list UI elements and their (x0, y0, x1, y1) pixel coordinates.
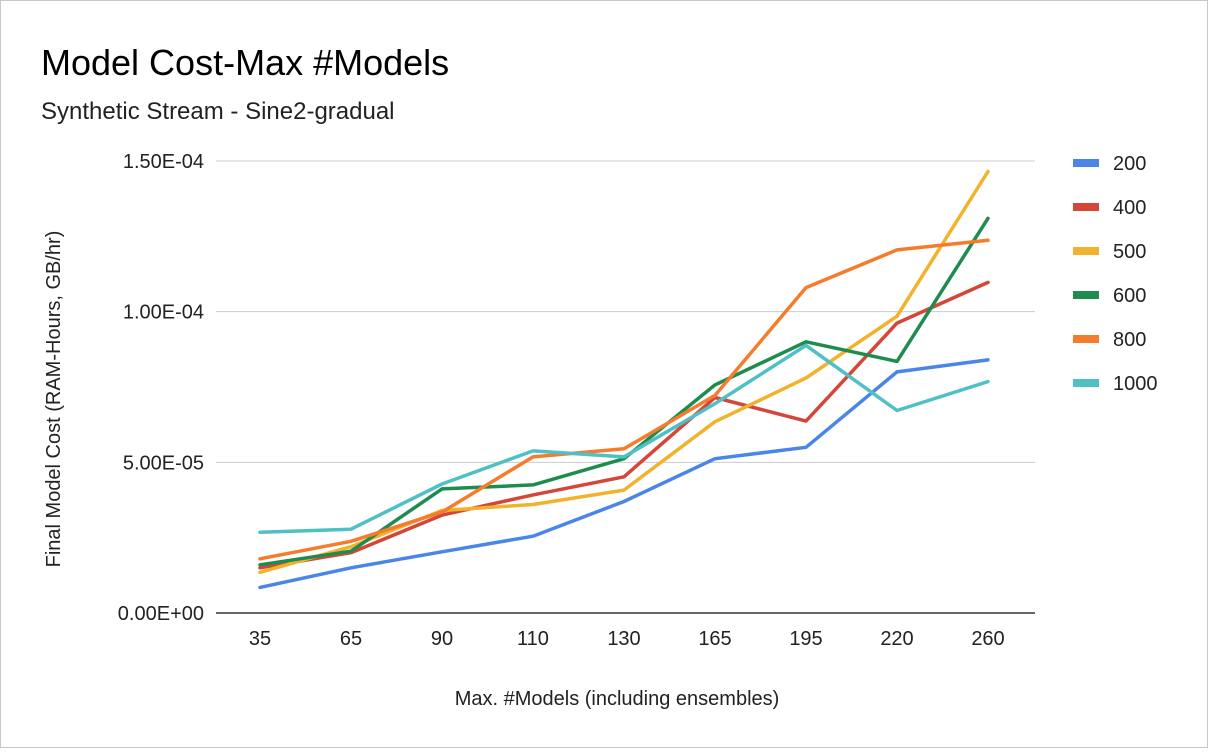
x-tick-label: 35 (249, 628, 271, 650)
y-axis-ticks: 0.00E+00 5.00E-05 1.00E-04 1.50E-04 (118, 151, 204, 625)
y-tick-label: 5.00E-05 (123, 452, 204, 474)
series-line-1000 (258, 343, 990, 534)
legend-label: 500 (1113, 241, 1146, 263)
legend-label: 600 (1113, 285, 1146, 307)
x-tick-label: 260 (971, 628, 1004, 650)
legend-label: 400 (1113, 197, 1146, 219)
series-line-200 (258, 358, 990, 590)
legend-swatch (1073, 379, 1099, 387)
x-tick-label: 195 (789, 628, 822, 650)
legend-swatch (1073, 203, 1099, 211)
legend-label: 1000 (1113, 373, 1158, 395)
legend-label: 200 (1113, 153, 1146, 175)
series-line-600 (258, 216, 990, 567)
x-tick-label: 65 (340, 628, 362, 650)
y-axis-title: Final Model Cost (RAM-Hours, GB/hr) (43, 231, 65, 568)
x-tick-label: 220 (880, 628, 913, 650)
series-lines (258, 169, 990, 590)
gridlines (216, 160, 1035, 463)
x-tick-label: 165 (698, 628, 731, 650)
legend: 200 400 500 600 800 1000 (1073, 153, 1158, 395)
chart-subtitle: Synthetic Stream - Sine2-gradual (41, 98, 395, 125)
legend-swatch (1073, 291, 1099, 299)
x-axis-title: Max. #Models (including ensembles) (455, 688, 780, 710)
x-tick-label: 90 (431, 628, 453, 650)
x-axis-ticks: 35 65 90 110 130 165 195 220 260 (249, 628, 1005, 650)
series-line-800 (258, 238, 990, 561)
legend-label: 800 (1113, 329, 1146, 351)
x-tick-label: 130 (607, 628, 640, 650)
series-line-500 (258, 169, 990, 575)
legend-swatch (1073, 335, 1099, 343)
legend-swatch (1073, 159, 1099, 167)
chart-title: Model Cost-Max #Models (41, 42, 449, 83)
legend-swatch (1073, 247, 1099, 255)
series-line-400 (258, 280, 990, 570)
y-tick-label: 1.50E-04 (123, 151, 204, 173)
y-tick-label: 0.00E+00 (118, 603, 204, 625)
y-tick-label: 1.00E-04 (123, 302, 204, 324)
x-tick-label: 110 (517, 628, 549, 650)
